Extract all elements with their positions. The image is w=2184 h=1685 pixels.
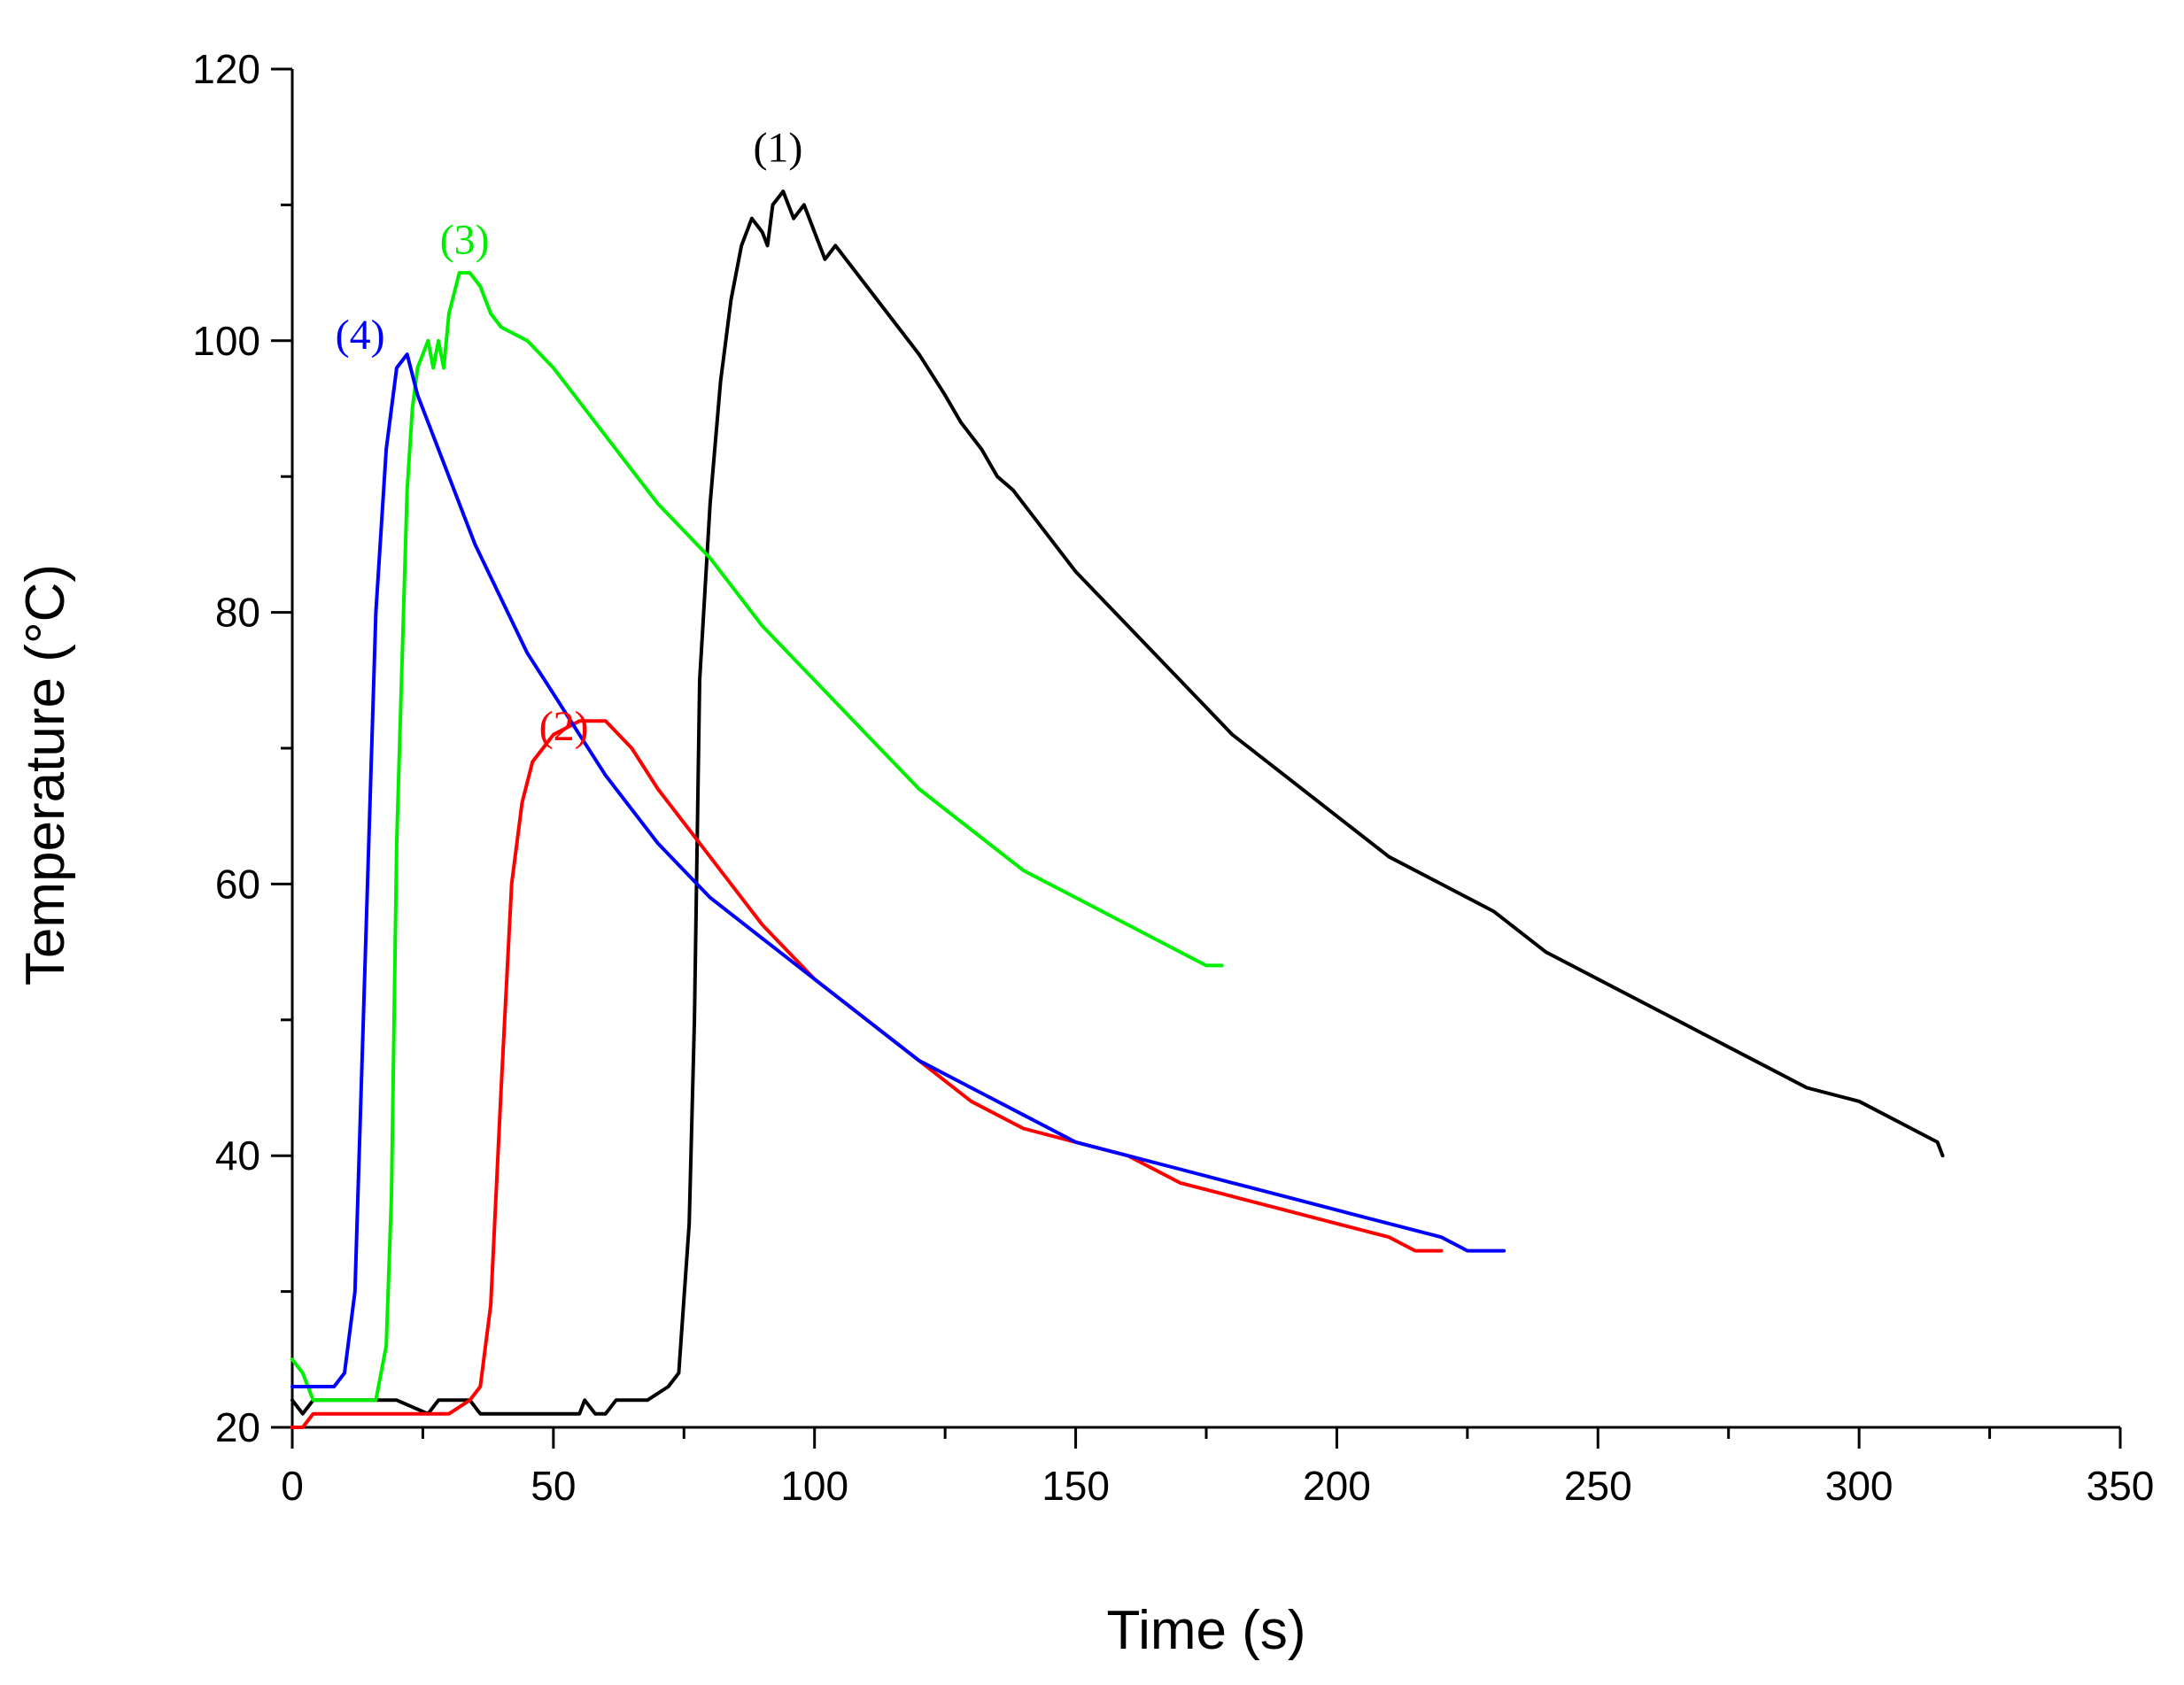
- x-tick-label: 350: [2087, 1463, 2155, 1509]
- x-tick-label: 250: [1564, 1463, 1632, 1509]
- x-tick-label: 50: [531, 1463, 576, 1509]
- series-labels: (1) (2) (3) (4): [336, 124, 803, 749]
- series-label-2: (2): [539, 703, 589, 750]
- x-tick-label: 0: [281, 1463, 304, 1509]
- x-tick-label: 300: [1825, 1463, 1894, 1509]
- series-label-1: (1): [753, 124, 802, 171]
- x-tick-label: 150: [1042, 1463, 1110, 1509]
- series-group: [290, 189, 1945, 1429]
- series-label-4: (4): [336, 312, 385, 359]
- y-tick-label: 100: [192, 318, 260, 364]
- series-line-2: [290, 719, 1444, 1429]
- series-line-4: [290, 352, 1506, 1388]
- series-line-3: [290, 271, 1224, 1403]
- y-tick-label: 40: [215, 1132, 260, 1179]
- x-ticks: 0 50 100 150 200 250 300 350: [281, 1427, 2154, 1509]
- x-axis-title: Time (s): [1107, 1600, 1306, 1661]
- y-tick-label: 20: [215, 1404, 260, 1450]
- y-tick-label: 60: [215, 861, 260, 907]
- series-label-3: (3): [440, 217, 490, 264]
- x-tick-label: 100: [780, 1463, 848, 1509]
- y-ticks: 20 40 60 80 100 120: [192, 46, 292, 1450]
- y-axis-title: Temperature (°C): [15, 564, 76, 985]
- y-tick-label: 80: [215, 590, 260, 636]
- y-tick-label: 120: [192, 46, 260, 92]
- series-line-1: [290, 189, 1945, 1416]
- x-tick-label: 200: [1303, 1463, 1371, 1509]
